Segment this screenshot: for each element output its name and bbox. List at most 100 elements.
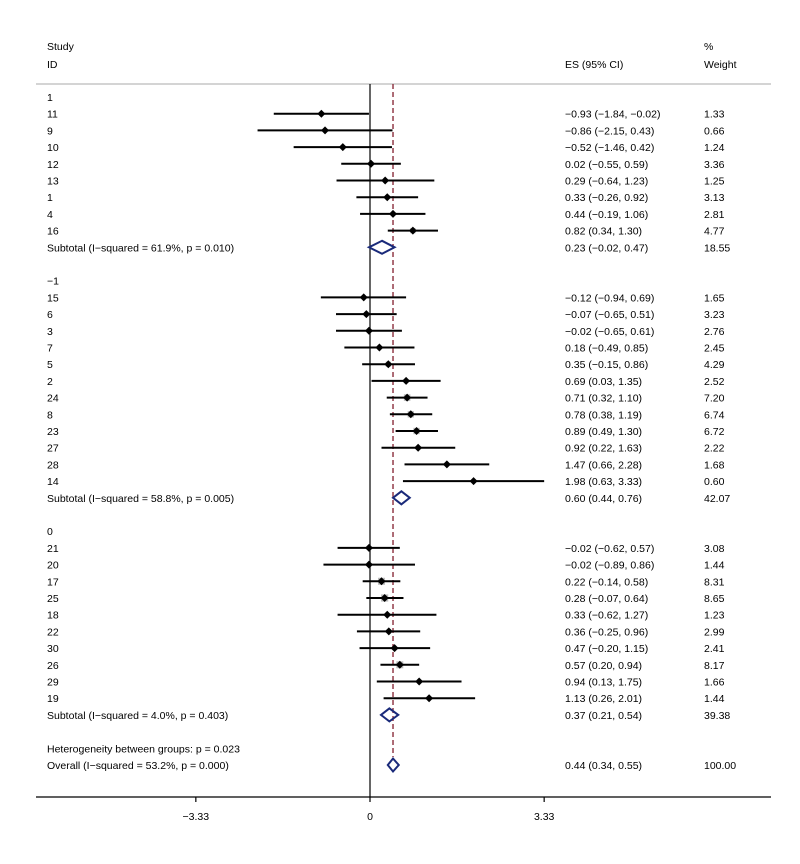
study-id: 18 — [47, 610, 59, 622]
heterogeneity-text: Heterogeneity between groups: p = 0.023 — [47, 743, 240, 755]
point-estimate — [415, 677, 424, 686]
study-weight-text: 3.36 — [704, 159, 725, 171]
point-estimate — [414, 443, 423, 452]
study-id: 30 — [47, 643, 59, 655]
study-id: 10 — [47, 142, 59, 154]
study-id: 16 — [47, 226, 59, 238]
header-id: ID — [47, 59, 58, 71]
study-es-text: 0.92 (0.22, 1.63) — [565, 443, 642, 455]
point-estimate — [402, 376, 411, 385]
study-es-text: 0.28 (−0.07, 0.64) — [565, 593, 648, 605]
point-estimate — [338, 143, 347, 152]
study-weight-text: 1.25 — [704, 176, 725, 188]
study-weight-text: 8.65 — [704, 593, 725, 605]
study-id: 21 — [47, 543, 59, 555]
point-estimate — [383, 610, 392, 619]
study-weight-text: 2.41 — [704, 643, 725, 655]
point-estimate — [384, 360, 393, 369]
subtotal-diamond — [379, 707, 400, 723]
study-es-text: 1.47 (0.66, 2.28) — [565, 459, 642, 471]
study-weight-text: 1.44 — [704, 560, 725, 572]
study-id: 20 — [47, 560, 59, 572]
point-estimate — [377, 577, 386, 586]
study-es-text: 0.29 (−0.64, 1.23) — [565, 176, 648, 188]
study-id: 17 — [47, 576, 59, 588]
study-weight-text: 4.77 — [704, 226, 725, 238]
study-weight-text: 2.22 — [704, 443, 725, 455]
header-weight: Weight — [704, 59, 737, 71]
study-es-text: 0.18 (−0.49, 0.85) — [565, 343, 648, 355]
study-weight-text: 2.52 — [704, 376, 725, 388]
point-estimate — [317, 109, 326, 118]
study-id: 25 — [47, 593, 59, 605]
study-weight-text: 7.20 — [704, 393, 725, 405]
header-study: Study — [47, 41, 75, 53]
study-id: 8 — [47, 409, 53, 421]
study-es-text: 0.47 (−0.20, 1.15) — [565, 643, 648, 655]
study-weight-text: 2.45 — [704, 343, 725, 355]
group-label: 0 — [47, 526, 53, 538]
study-es-text: 0.69 (0.03, 1.35) — [565, 376, 642, 388]
study-id: 28 — [47, 459, 59, 471]
study-id: 11 — [47, 109, 58, 121]
study-id: 27 — [47, 443, 59, 455]
study-es-text: 0.44 (−0.19, 1.06) — [565, 209, 648, 221]
study-weight-text: 6.74 — [704, 409, 725, 421]
point-estimate — [389, 209, 398, 218]
point-estimate — [412, 427, 421, 435]
subtotal-weight-text: 39.38 — [704, 710, 730, 722]
study-es-text: 1.13 (0.26, 2.01) — [565, 693, 642, 705]
study-id: 2 — [47, 376, 53, 388]
subtotal-es-text: 0.37 (0.21, 0.54) — [565, 710, 642, 722]
point-estimate — [321, 126, 330, 135]
overall-diamond — [386, 756, 401, 774]
study-weight-text: 6.72 — [704, 426, 725, 438]
subtotal-weight-text: 18.55 — [704, 242, 730, 254]
study-es-text: 0.82 (0.34, 1.30) — [565, 226, 642, 238]
study-id: 9 — [47, 125, 53, 137]
point-estimate — [395, 660, 404, 669]
point-estimate — [381, 176, 390, 185]
study-weight-text: 2.76 — [704, 326, 725, 338]
study-id: 14 — [47, 476, 59, 488]
study-weight-text: 8.17 — [704, 660, 725, 672]
study-weight-text: 1.33 — [704, 109, 725, 121]
x-axis-tick-label: −3.33 — [183, 811, 210, 823]
study-id: 4 — [47, 209, 53, 221]
study-es-text: −0.02 (−0.62, 0.57) — [565, 543, 654, 555]
overall-es-text: 0.44 (0.34, 0.55) — [565, 760, 642, 772]
study-id: 3 — [47, 326, 53, 338]
point-estimate — [362, 310, 371, 319]
point-estimate — [442, 460, 451, 469]
study-id: 24 — [47, 393, 59, 405]
study-es-text: −0.86 (−2.15, 0.43) — [565, 125, 654, 137]
point-estimate — [384, 627, 393, 636]
point-estimate — [383, 193, 392, 202]
overall-weight-text: 100.00 — [704, 760, 736, 772]
study-id: 22 — [47, 626, 59, 638]
subtotal-diamond — [366, 239, 397, 255]
study-weight-text: 2.99 — [704, 626, 725, 638]
study-es-text: 0.78 (0.38, 1.19) — [565, 409, 642, 421]
study-weight-text: 2.81 — [704, 209, 725, 221]
study-weight-text: 1.44 — [704, 693, 725, 705]
x-axis-tick-label: 3.33 — [534, 811, 555, 823]
point-estimate — [403, 393, 412, 402]
study-es-text: 0.71 (0.32, 1.10) — [565, 393, 642, 405]
subtotal-label: Subtotal (I−squared = 4.0%, p = 0.403) — [47, 710, 228, 722]
study-es-text: −0.07 (−0.65, 0.51) — [565, 309, 654, 321]
point-estimate — [364, 326, 373, 335]
study-es-text: 0.36 (−0.25, 0.96) — [565, 626, 648, 638]
x-axis-tick-label: 0 — [367, 811, 373, 823]
study-es-text: 1.98 (0.63, 3.33) — [565, 476, 642, 488]
point-estimate — [406, 410, 415, 419]
study-es-text: −0.02 (−0.89, 0.86) — [565, 560, 654, 572]
study-id: 7 — [47, 343, 53, 355]
study-weight-text: 3.08 — [704, 543, 725, 555]
subtotal-label: Subtotal (I−squared = 58.8%, p = 0.005) — [47, 493, 234, 505]
point-estimate — [364, 560, 373, 569]
group-label: −1 — [47, 276, 59, 288]
subtotal-diamond — [391, 490, 412, 506]
study-es-text: 0.35 (−0.15, 0.86) — [565, 359, 648, 371]
overall-label: Overall (I−squared = 53.2%, p = 0.000) — [47, 760, 229, 772]
